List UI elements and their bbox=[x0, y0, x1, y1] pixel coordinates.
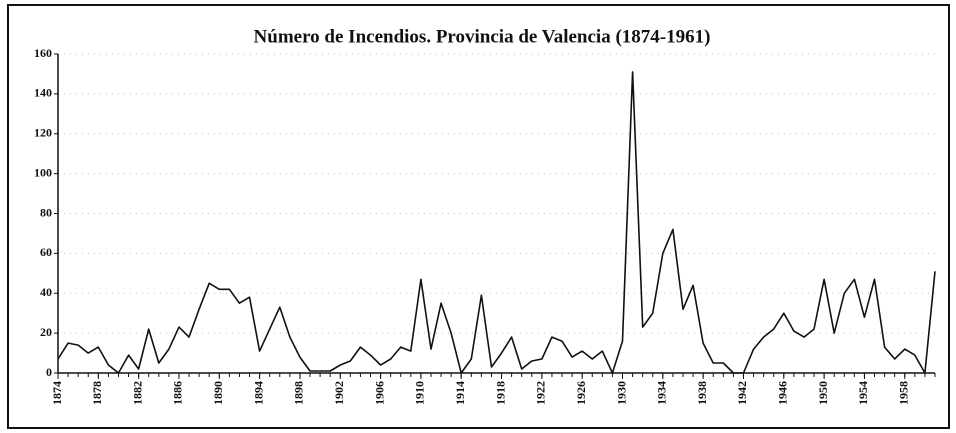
x-tick-label: 1878 bbox=[90, 381, 104, 405]
chart-frame bbox=[7, 4, 950, 429]
x-tick-label: 1954 bbox=[856, 381, 870, 405]
y-tick-label: 100 bbox=[34, 165, 52, 179]
x-tick-label: 1882 bbox=[130, 381, 144, 405]
x-tick-label: 1946 bbox=[776, 381, 790, 405]
x-tick-label: 1902 bbox=[332, 381, 346, 405]
x-tick-label: 1894 bbox=[251, 381, 265, 405]
x-tick-label: 1922 bbox=[534, 381, 548, 405]
y-tick-label: 40 bbox=[40, 285, 52, 299]
y-tick-label: 160 bbox=[34, 46, 52, 60]
chart-title: Número de Incendios. Provincia de Valenc… bbox=[254, 26, 711, 47]
x-tick-label: 1914 bbox=[453, 381, 467, 405]
x-tick-label: 1898 bbox=[292, 381, 306, 405]
x-tick-label: 1918 bbox=[493, 381, 507, 405]
y-tick-label: 140 bbox=[34, 86, 52, 100]
y-tick-label: 80 bbox=[40, 205, 52, 219]
y-tick-label: 0 bbox=[46, 365, 52, 379]
x-tick-label: 1942 bbox=[735, 381, 749, 405]
y-tick-label: 60 bbox=[40, 245, 52, 259]
x-tick-label: 1958 bbox=[897, 381, 911, 405]
x-tick-label: 1890 bbox=[211, 381, 225, 405]
x-tick-label: 1938 bbox=[695, 381, 709, 405]
x-tick-label: 1926 bbox=[574, 381, 588, 405]
x-tick-label: 1950 bbox=[816, 381, 830, 405]
x-tick-label: 1906 bbox=[372, 381, 386, 405]
data-line bbox=[57, 71, 936, 374]
x-tick-label: 1910 bbox=[413, 381, 427, 405]
x-tick-label: 1886 bbox=[171, 381, 185, 405]
x-tick-label: 1930 bbox=[614, 381, 628, 405]
y-tick-label: 20 bbox=[40, 325, 52, 339]
x-tick-label: 1874 bbox=[50, 381, 64, 405]
y-tick-label: 120 bbox=[34, 126, 52, 140]
x-tick-label: 1934 bbox=[655, 381, 669, 405]
